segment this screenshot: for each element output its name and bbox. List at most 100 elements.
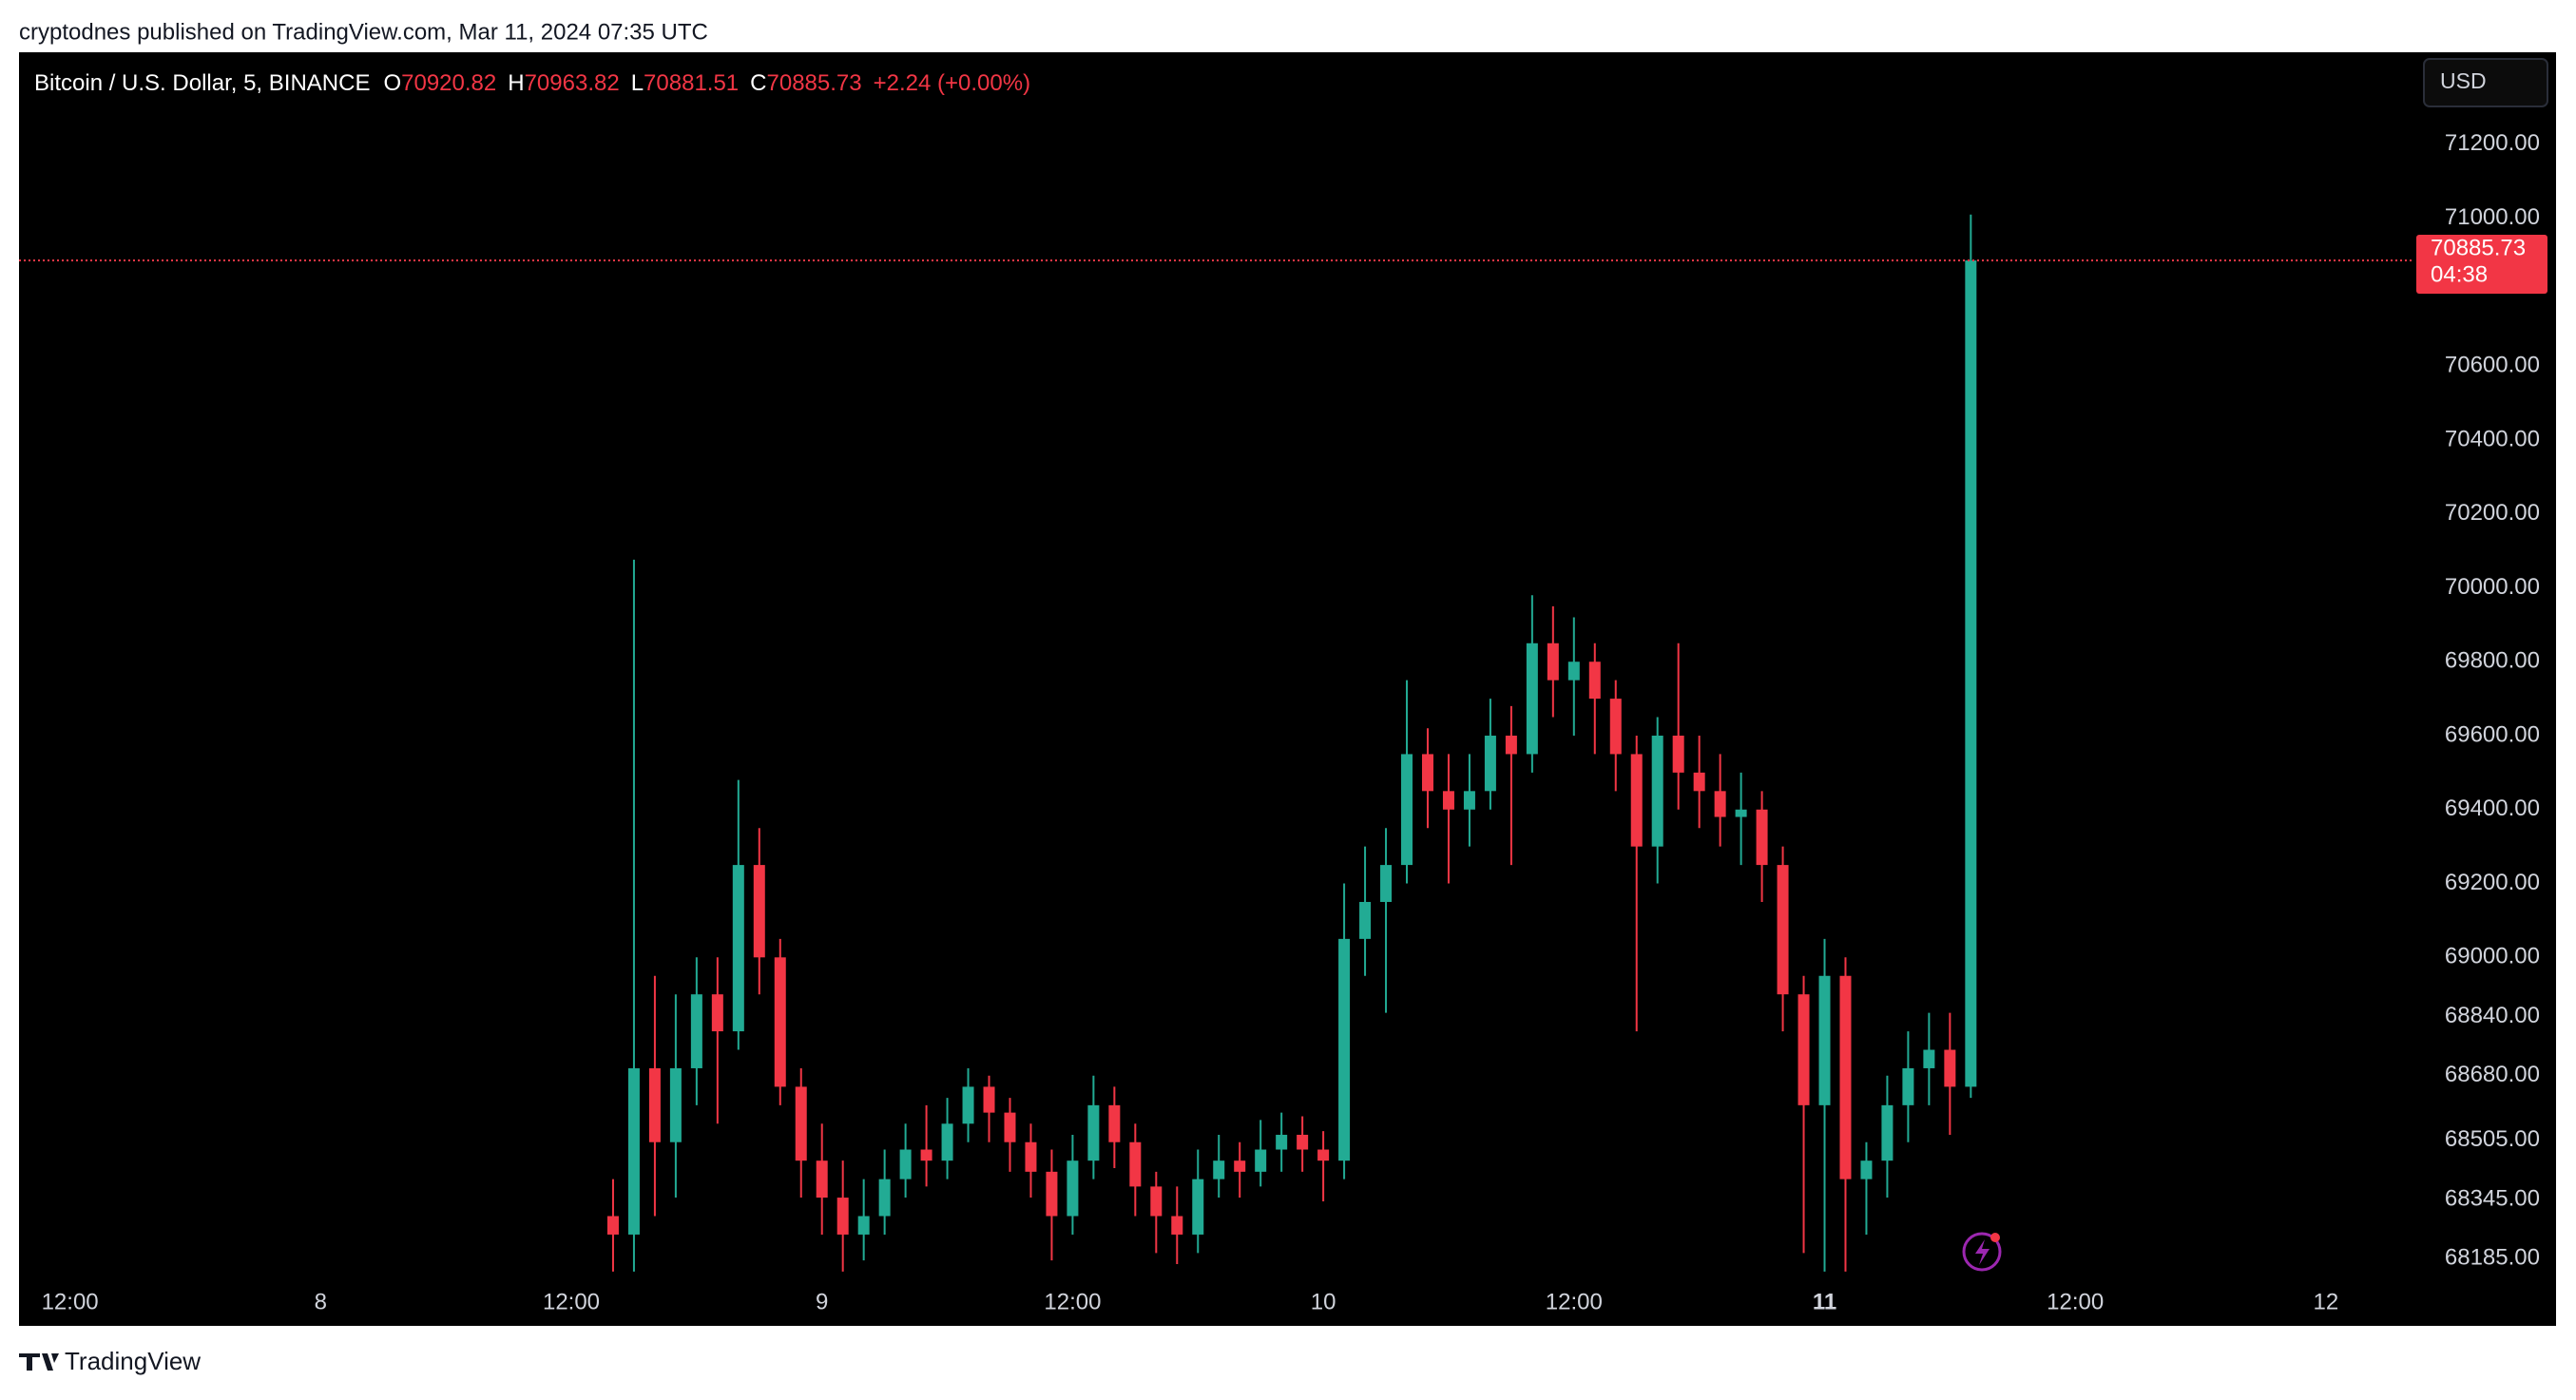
logo [19,1353,59,1371]
candle-body [1484,735,1496,792]
chart-background [19,52,2556,1326]
candle-body [627,1067,640,1235]
currency-button[interactable] [2423,58,2548,107]
candle-body [836,1198,849,1235]
candle-body [1338,938,1351,1161]
candle-body [711,994,723,1032]
candle-body [753,865,765,958]
alert-icon[interactable] [1962,1232,2002,1272]
candle-body [774,957,786,1087]
candle-body [1004,1112,1016,1142]
candle-body [1609,699,1622,755]
publisher: cryptodnes published on TradingView.com,… [19,19,708,45]
x-tick-label: 12:00 [1044,1289,1101,1314]
candle-body [1234,1160,1246,1172]
x-tick-label: 11 [1813,1289,1836,1314]
x-tick-label: 9 [816,1289,828,1314]
x-tick-label: 12 [2314,1289,2339,1314]
candle-body [878,1179,891,1217]
candle-body [1567,662,1580,681]
candle-body [1150,1186,1163,1217]
candle-body [1463,791,1475,810]
candle-body [1087,1104,1100,1161]
candle-body [1881,1104,1894,1161]
candle-body [962,1086,974,1124]
candle-body [1818,975,1831,1105]
y-tick-label: 71000.00 [2445,204,2540,230]
y-tick-label: 68505.00 [2445,1126,2540,1152]
candle-body [1714,791,1726,817]
candle-body [690,994,702,1068]
y-tick-label: 69800.00 [2445,648,2540,674]
candle-body [816,1160,828,1199]
currency: USD [2440,68,2487,93]
candle-body [1944,1049,1956,1087]
candle-body [606,1216,619,1235]
change: +2.24 (+0.00%) [874,70,1030,96]
price-tag-value: 70885.73 [2431,235,2526,260]
price-tag-countdown: 04:38 [2431,261,2488,287]
y-tick-label: 70600.00 [2445,352,2540,377]
candle-body [1129,1141,1142,1187]
y-tick-label: 69200.00 [2445,870,2540,895]
candle-body [899,1149,912,1179]
candle-body [1108,1104,1121,1142]
x-tick-label: 12:00 [1546,1289,1603,1314]
candle-body [1380,865,1393,902]
y-tick-label: 70000.00 [2445,574,2540,600]
candle-body [1317,1149,1330,1161]
legend-text: Bitcoin / U.S. Dollar, 5, BINANCE O70920.… [34,70,1030,96]
candle-body [1588,662,1601,700]
candle-body [941,1123,953,1161]
candle-body [1923,1049,1935,1068]
candle-body [1192,1179,1204,1235]
candle-body [1902,1067,1914,1105]
candle-body [1421,754,1433,792]
candle-body [1297,1134,1309,1150]
y-tick-label: 68840.00 [2445,1003,2540,1028]
price-tag [2416,235,2547,295]
candle-body [795,1086,807,1161]
candle-body [1025,1141,1037,1172]
candle-body [1046,1171,1058,1217]
y-tick-label: 68345.00 [2445,1185,2540,1211]
candle-body [983,1086,995,1113]
candle-body [1213,1160,1225,1179]
candle-body [857,1216,870,1235]
candle-body [1839,975,1852,1179]
candle-body [1777,865,1789,995]
candle-body [1505,735,1517,755]
legend: Bitcoin / U.S. Dollar, 5, BINANCE O70920.… [34,70,1030,96]
y-tick-label: 69600.00 [2445,721,2540,747]
legend-key: L [631,70,644,96]
candle-body [1965,260,1977,1087]
candle-body [1526,642,1538,755]
candle-body [1276,1134,1288,1150]
candle-body [669,1067,682,1142]
candle-body [1735,809,1747,817]
y-tick-label: 68185.00 [2445,1245,2540,1271]
symbol: Bitcoin / U.S. Dollar, 5, BINANCE [34,70,370,96]
candle-body [1401,754,1413,866]
candle-body [648,1067,661,1142]
alert-bolt [1975,1239,1990,1265]
legend-value: 70963.82 [525,70,620,96]
candle-body [1797,994,1810,1105]
candle-body [1067,1160,1079,1217]
candle-body [1860,1160,1873,1179]
legend-key: C [750,70,766,96]
x-tick-label: 10 [1311,1289,1336,1314]
candle-body [1547,642,1559,681]
legend-value: 70885.73 [767,70,862,96]
candle-body [1756,809,1768,866]
x-tick-label: 12:00 [543,1289,600,1314]
x-tick-label: 12:00 [42,1289,99,1314]
candle-body [1651,735,1663,847]
candle-body [1359,901,1372,939]
candle-body [1693,772,1705,792]
candle-body [732,865,744,1032]
y-tick-label: 70400.00 [2445,426,2540,451]
x-tick-label: 8 [315,1289,327,1314]
candle-body [1255,1149,1267,1172]
